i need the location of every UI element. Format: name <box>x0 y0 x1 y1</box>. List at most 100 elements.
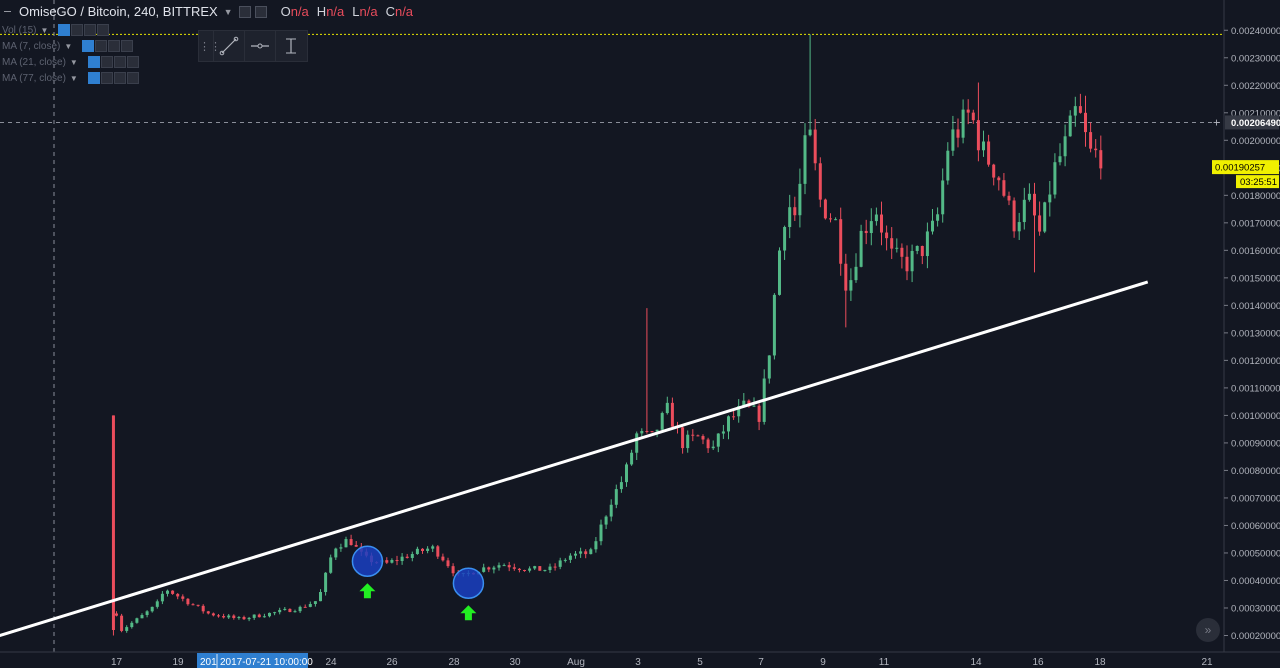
candle[interactable] <box>798 183 802 216</box>
candle[interactable] <box>691 434 695 436</box>
candle[interactable] <box>987 141 991 165</box>
candle[interactable] <box>890 238 894 249</box>
candle[interactable] <box>645 430 649 432</box>
candle[interactable] <box>421 548 424 551</box>
candle[interactable] <box>451 566 455 574</box>
highlight-circle[interactable] <box>452 567 485 599</box>
close-icon[interactable] <box>126 72 139 84</box>
candle[interactable] <box>426 548 430 551</box>
candle[interactable] <box>115 613 118 616</box>
eye-icon[interactable] <box>87 72 100 84</box>
candle[interactable] <box>528 568 532 571</box>
candle[interactable] <box>206 611 210 614</box>
candle[interactable] <box>915 245 919 251</box>
candle[interactable] <box>553 566 557 568</box>
candle[interactable] <box>1022 199 1026 223</box>
candle[interactable] <box>864 230 868 234</box>
candle[interactable] <box>818 163 822 200</box>
eye-icon[interactable] <box>58 24 71 36</box>
candle[interactable] <box>619 482 623 490</box>
candle[interactable] <box>507 565 511 568</box>
candle[interactable] <box>237 617 241 619</box>
candle[interactable] <box>262 616 266 618</box>
candle[interactable] <box>482 567 486 572</box>
candle[interactable] <box>329 557 333 573</box>
horizontal-line-tool[interactable] <box>244 31 275 61</box>
candle[interactable] <box>895 247 899 249</box>
candle[interactable] <box>1073 106 1077 116</box>
candle[interactable] <box>686 434 690 449</box>
candle[interactable] <box>844 263 848 291</box>
candle[interactable] <box>854 266 858 281</box>
candle[interactable] <box>910 250 914 272</box>
candle[interactable] <box>823 199 827 219</box>
candle[interactable] <box>808 129 812 136</box>
candle[interactable] <box>829 218 832 220</box>
candle[interactable] <box>599 524 603 542</box>
candle[interactable] <box>196 604 200 606</box>
candle[interactable] <box>140 615 144 619</box>
candle[interactable] <box>166 590 169 594</box>
highlight-circle[interactable] <box>351 545 384 577</box>
candle[interactable] <box>1033 193 1036 216</box>
candle[interactable] <box>931 220 934 232</box>
candle[interactable] <box>155 601 159 607</box>
candle[interactable] <box>268 612 271 617</box>
candle[interactable] <box>303 606 307 608</box>
candle[interactable] <box>293 611 297 613</box>
candle[interactable] <box>1068 115 1072 137</box>
candle[interactable] <box>252 614 256 618</box>
candle[interactable] <box>181 596 185 599</box>
close-icon[interactable] <box>254 5 267 18</box>
candle[interactable] <box>111 415 115 630</box>
candle[interactable] <box>793 207 797 216</box>
candle[interactable] <box>936 214 940 221</box>
candle[interactable] <box>354 545 358 547</box>
candle[interactable] <box>502 565 506 567</box>
candle[interactable] <box>737 406 741 417</box>
indicator-ma21[interactable]: MA (21, close) ▼ <box>2 56 139 68</box>
candle[interactable] <box>334 548 338 558</box>
eye-icon[interactable] <box>87 56 100 68</box>
candle[interactable] <box>971 112 975 121</box>
candle[interactable] <box>135 618 139 623</box>
eye-icon[interactable] <box>82 40 95 52</box>
close-icon[interactable] <box>126 56 139 68</box>
candle[interactable] <box>752 405 756 407</box>
drag-handle-icon[interactable]: ⋮⋮ <box>199 40 221 53</box>
candle[interactable] <box>324 572 328 593</box>
settings-icon[interactable] <box>95 40 108 52</box>
candle[interactable] <box>1038 215 1042 232</box>
candle[interactable] <box>732 416 736 418</box>
settings-icon[interactable] <box>100 72 113 84</box>
candle[interactable] <box>395 559 399 562</box>
candle[interactable] <box>1084 112 1087 133</box>
candle[interactable] <box>492 567 496 570</box>
candle[interactable] <box>589 549 593 555</box>
candle[interactable] <box>247 617 251 620</box>
indicator-volume[interactable]: Vol (15) ▼ <box>2 24 110 36</box>
candle[interactable] <box>706 439 710 449</box>
candle[interactable] <box>538 566 542 571</box>
candle[interactable] <box>716 433 720 447</box>
candle[interactable] <box>176 593 180 597</box>
candle[interactable] <box>701 436 705 440</box>
candle[interactable] <box>232 615 236 618</box>
candle[interactable] <box>604 516 608 525</box>
candle[interactable] <box>415 548 419 555</box>
candle[interactable] <box>727 416 730 432</box>
chevron-down-icon[interactable]: ▼ <box>64 41 73 51</box>
candle[interactable] <box>609 504 613 517</box>
candle[interactable] <box>966 109 970 113</box>
add-icon[interactable] <box>113 72 126 84</box>
candle[interactable] <box>308 604 312 607</box>
candle[interactable] <box>145 611 149 616</box>
candle[interactable] <box>1094 148 1098 151</box>
candle[interactable] <box>1099 150 1103 169</box>
candle[interactable] <box>670 402 674 427</box>
candle[interactable] <box>298 606 302 612</box>
candle[interactable] <box>941 180 945 215</box>
candle[interactable] <box>1027 193 1031 200</box>
candle[interactable] <box>767 355 771 379</box>
chevron-down-icon[interactable]: ▼ <box>69 57 78 67</box>
